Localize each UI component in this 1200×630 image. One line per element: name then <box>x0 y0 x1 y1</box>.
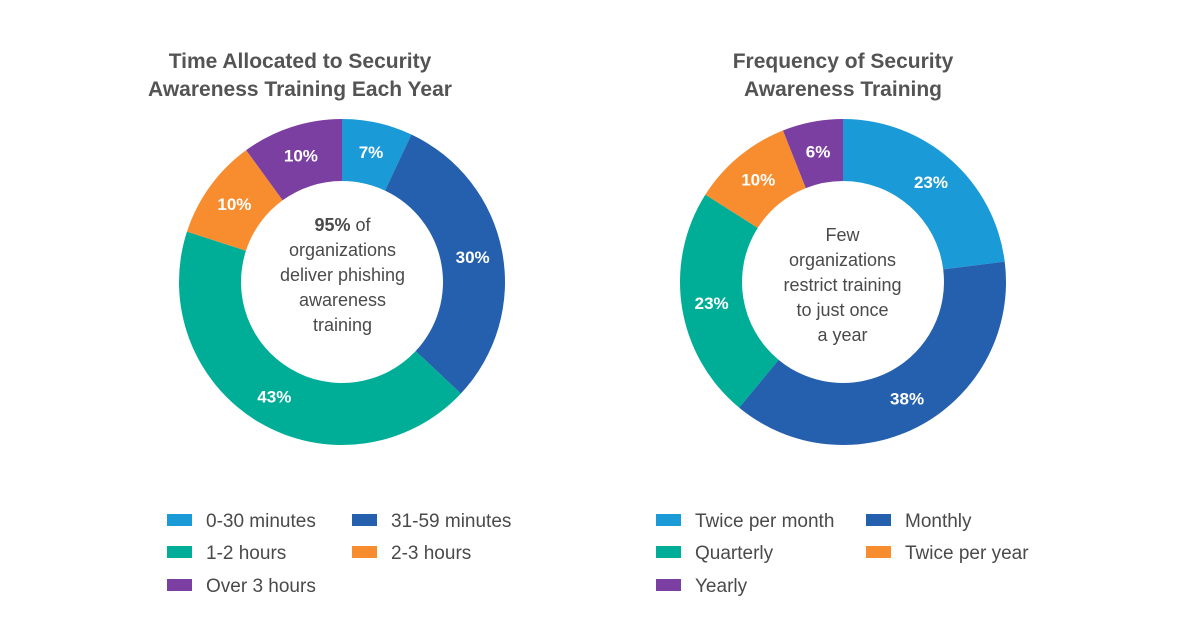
donut-segment-label: 43% <box>257 387 291 406</box>
donut-segment <box>186 150 283 251</box>
chart-panel-time-allocated: Time Allocated to Security Awareness Tra… <box>0 48 600 599</box>
donut-segment-label: 7% <box>359 143 384 162</box>
chart-title-line-2: Awareness Training Each Year <box>148 78 452 101</box>
legend-label: Monthly <box>905 511 972 532</box>
donut-segment <box>246 119 342 201</box>
donut-segment-label: 30% <box>456 248 490 267</box>
legend-label: 2-3 hours <box>391 543 472 564</box>
legend-swatch <box>167 578 192 591</box>
chart-title-line-2: Awareness Training <box>743 78 943 101</box>
donut-center-text: Few organizations restrict training to j… <box>740 223 945 348</box>
donut-segment-label: 10% <box>741 171 775 190</box>
legend-swatch <box>656 513 681 526</box>
donut-segment <box>385 134 506 394</box>
center-text-line: 95% of <box>240 213 445 238</box>
chart-title: Time Allocated to Security Awareness Tra… <box>0 48 600 104</box>
legend-swatch <box>656 578 681 591</box>
legend-item: Over 3 hours <box>167 575 316 599</box>
donut-segment <box>843 119 1005 270</box>
center-text-line: restrict training <box>783 275 902 295</box>
legend-item: Monthly <box>866 510 972 534</box>
legend-swatch <box>352 545 377 558</box>
donut-segment <box>705 130 806 228</box>
chart-title-line-1: Time Allocated to Security <box>168 50 432 73</box>
legend-item: Twice per month <box>656 510 834 534</box>
legend-label: 0-30 minutes <box>206 511 316 532</box>
legend-item: 1-2 hours <box>167 542 286 566</box>
legend-item: Twice per year <box>866 542 1029 566</box>
donut-segment <box>178 231 461 446</box>
legend-swatch <box>656 545 681 558</box>
center-text-line: Few <box>825 225 860 245</box>
legend-item: 31-59 minutes <box>352 510 511 534</box>
legend-item: Quarterly <box>656 542 773 566</box>
center-text-line: to just once <box>796 300 889 320</box>
chart-panel-frequency: Frequency of Security Awareness Training… <box>600 0 1200 630</box>
donut-chart: 7% 30% 43% 10% 10% <box>178 119 506 446</box>
legend-item: Yearly <box>656 575 747 599</box>
center-text-line: organizations <box>288 240 397 260</box>
donut-segment-label: 10% <box>284 147 318 166</box>
donut-segment-label: 6% <box>806 142 831 161</box>
center-text-line: organizations <box>788 250 897 270</box>
legend-item: 0-30 minutes <box>167 510 316 534</box>
donut-segment <box>782 119 843 189</box>
donut-segment-label: 38% <box>890 390 924 409</box>
legend-label: 1-2 hours <box>206 543 287 564</box>
legend-label: Twice per year <box>905 543 1029 564</box>
center-text-bold: 95% <box>314 215 351 235</box>
donut-segment-label: 23% <box>695 294 729 313</box>
donut-chart: 23% 38% 23% 10% 6% <box>680 119 1006 445</box>
legend-swatch <box>167 513 192 526</box>
center-text-line: deliver phishing <box>279 265 406 285</box>
chart-title-line-1: Frequency of Security <box>732 50 954 73</box>
legend-label: 31-59 minutes <box>391 511 512 532</box>
legend-swatch <box>866 545 891 558</box>
legend-swatch <box>352 513 377 526</box>
donut-segment <box>739 261 1006 445</box>
donut-segment-label: 10% <box>217 195 251 214</box>
legend-label: Quarterly <box>695 543 774 564</box>
donut-center-text: 95% of organizations deliver phishing aw… <box>240 213 445 338</box>
center-text-line: training <box>312 315 373 335</box>
center-text-line: a year <box>817 325 868 345</box>
center-text-suffix: of <box>350 215 371 235</box>
donut-segment <box>680 194 779 408</box>
donut-segment <box>342 119 412 191</box>
legend-label: Over 3 hours <box>206 576 316 597</box>
legend-label: Twice per month <box>695 511 835 532</box>
center-text-line: awareness <box>298 290 387 310</box>
legend-swatch <box>167 545 192 558</box>
chart-title: Frequency of Security Awareness Training <box>543 48 1143 104</box>
legend-swatch <box>866 513 891 526</box>
legend-item: 2-3 hours <box>352 542 471 566</box>
donut-segment-label: 23% <box>914 173 948 192</box>
legend-label: Yearly <box>695 576 748 597</box>
